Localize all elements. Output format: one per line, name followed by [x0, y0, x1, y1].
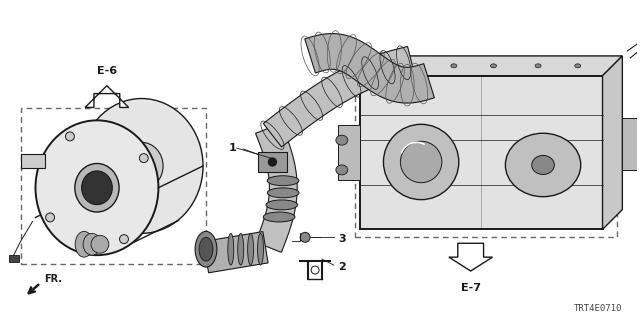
Text: 1: 1 — [229, 143, 237, 153]
Ellipse shape — [535, 64, 541, 68]
Ellipse shape — [575, 64, 580, 68]
Ellipse shape — [336, 135, 348, 145]
Circle shape — [311, 266, 319, 274]
Ellipse shape — [120, 142, 163, 189]
FancyBboxPatch shape — [20, 154, 45, 168]
Ellipse shape — [336, 165, 348, 175]
Ellipse shape — [80, 99, 203, 233]
Polygon shape — [255, 123, 297, 252]
Ellipse shape — [140, 154, 148, 163]
Ellipse shape — [451, 64, 457, 68]
Circle shape — [383, 124, 459, 200]
Ellipse shape — [91, 235, 109, 253]
Ellipse shape — [237, 233, 244, 265]
Ellipse shape — [35, 120, 159, 255]
Ellipse shape — [248, 233, 253, 265]
Ellipse shape — [263, 212, 295, 222]
Ellipse shape — [83, 233, 101, 255]
Polygon shape — [602, 56, 622, 229]
Ellipse shape — [199, 237, 213, 261]
Ellipse shape — [65, 132, 74, 141]
Ellipse shape — [120, 235, 129, 244]
Ellipse shape — [266, 200, 298, 210]
Ellipse shape — [75, 231, 93, 257]
Ellipse shape — [81, 171, 112, 204]
Circle shape — [268, 158, 276, 166]
FancyBboxPatch shape — [338, 125, 360, 180]
Text: FR.: FR. — [44, 274, 63, 284]
Circle shape — [300, 232, 310, 242]
Ellipse shape — [195, 231, 217, 267]
Ellipse shape — [257, 233, 264, 265]
Ellipse shape — [268, 188, 299, 198]
Ellipse shape — [490, 64, 497, 68]
Ellipse shape — [228, 233, 234, 265]
FancyBboxPatch shape — [257, 152, 287, 172]
Bar — [355, 59, 618, 237]
Text: E-6: E-6 — [97, 66, 117, 76]
Ellipse shape — [45, 213, 54, 222]
Ellipse shape — [506, 133, 580, 197]
FancyBboxPatch shape — [9, 255, 19, 262]
FancyBboxPatch shape — [622, 118, 640, 170]
Polygon shape — [449, 243, 493, 271]
Ellipse shape — [75, 164, 119, 212]
Polygon shape — [85, 86, 129, 108]
Bar — [20, 108, 206, 264]
Ellipse shape — [532, 156, 554, 174]
Polygon shape — [305, 34, 435, 103]
Text: E-7: E-7 — [461, 283, 481, 293]
Polygon shape — [263, 46, 415, 147]
Ellipse shape — [401, 64, 407, 68]
Bar — [360, 76, 602, 229]
Text: TRT4E0710: TRT4E0710 — [574, 304, 622, 313]
Polygon shape — [360, 56, 622, 76]
Ellipse shape — [268, 176, 299, 186]
Circle shape — [401, 141, 442, 183]
Text: 2: 2 — [338, 262, 346, 272]
Text: 3: 3 — [338, 234, 346, 244]
Polygon shape — [204, 232, 268, 273]
